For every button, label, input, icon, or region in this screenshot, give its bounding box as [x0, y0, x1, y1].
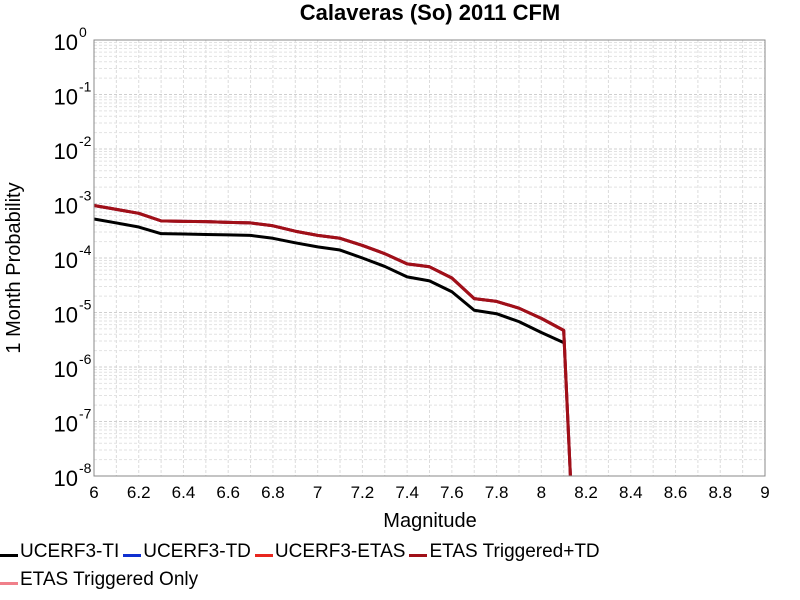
x-tick-label: 8.4 — [619, 483, 643, 502]
x-tick-label: 6.4 — [172, 483, 196, 502]
legend-label: UCERF3-TD — [143, 541, 251, 562]
y-tick-base: 10 — [54, 357, 78, 382]
x-tick-label: 7 — [313, 483, 322, 502]
y-tick-exponent: -6 — [79, 351, 92, 367]
y-tick-label: 10 0 — [54, 24, 87, 55]
x-tick-label: 7.6 — [440, 483, 464, 502]
y-tick-label: 10 -5 — [54, 297, 92, 328]
x-tick-label: 8.8 — [708, 483, 732, 502]
y-tick-base: 10 — [54, 466, 78, 491]
x-tick-label: 6.2 — [127, 483, 151, 502]
y-tick-base: 10 — [54, 139, 78, 164]
x-tick-label: 6.6 — [216, 483, 240, 502]
y-tick-exponent: 0 — [79, 24, 87, 40]
y-tick-exponent: -4 — [79, 242, 92, 258]
y-tick-label: 10 -3 — [54, 188, 92, 219]
x-tick-label: 6.8 — [261, 483, 285, 502]
y-tick-base: 10 — [54, 303, 78, 328]
y-tick-label: 10 -8 — [54, 460, 92, 491]
series-line-ucerf3-ti — [93, 217, 565, 344]
y-tick-label: 10 -4 — [54, 242, 92, 273]
y-tick-base: 10 — [54, 194, 78, 219]
series-line-etas-triggered-td — [93, 203, 572, 477]
legend-swatch — [409, 553, 428, 557]
y-tick-exponent: -2 — [79, 133, 92, 149]
plot-frame — [93, 39, 766, 477]
y-tick-base: 10 — [54, 412, 78, 437]
series-lines — [93, 203, 572, 477]
legend-label: ETAS Triggered Only — [20, 569, 199, 590]
legend-item: UCERF3-ETAS — [254, 541, 406, 563]
x-tick-label: 8.6 — [664, 483, 688, 502]
y-tick-exponent: -7 — [79, 406, 92, 422]
y-tick-label: 10 -2 — [54, 133, 92, 164]
chart-title: Calaveras (So) 2011 CFM — [300, 0, 560, 25]
legend-item: UCERF3-TD — [123, 541, 251, 563]
y-tick-exponent: -1 — [79, 79, 92, 95]
legend: UCERF3-TI UCERF3-TD UCERF3-ETAS ETAS Trigge… — [0, 538, 800, 594]
legend-swatch — [254, 553, 273, 557]
chart: Calaveras (So) 2011 CFM 6 6.2 6.4 6.6 6.8 7 7.… — [3, 0, 770, 532]
y-tick-base: 10 — [54, 248, 78, 273]
x-tick-label: 9 — [760, 483, 769, 502]
y-tick-label: 10 -7 — [54, 406, 92, 437]
x-tick-label: 7.8 — [485, 483, 509, 502]
y-tick-exponent: -8 — [79, 460, 92, 476]
y-tick-exponent: -3 — [79, 188, 92, 204]
x-tick-label: 7.2 — [351, 483, 375, 502]
x-tick-labels: 6 6.2 6.4 6.6 6.8 7 7.2 7.4 7.6 7.8 8 8.2 8.4 8.6 8.8 9 — [89, 483, 769, 502]
legend-swatch — [0, 581, 18, 585]
y-tick-base: 10 — [54, 85, 78, 110]
legend-row: ETAS Triggered Only — [0, 566, 800, 594]
y-axis-label: 1 Month Probability — [3, 182, 25, 353]
y-tick-label: 10 -6 — [54, 351, 92, 382]
y-tick-exponent: -5 — [79, 297, 92, 313]
legend-swatch — [0, 553, 18, 557]
x-tick-label: 8 — [537, 483, 546, 502]
legend-item: ETAS Triggered Only — [0, 569, 198, 591]
legend-row: UCERF3-TI UCERF3-TD UCERF3-ETAS ETAS Trigge… — [0, 538, 800, 566]
legend-label: UCERF3-ETAS — [274, 541, 406, 562]
grid — [93, 40, 766, 477]
x-tick-label: 8.2 — [574, 483, 598, 502]
legend-swatch — [123, 553, 142, 557]
legend-item: UCERF3-TI — [0, 541, 119, 563]
y-tick-label: 10 -1 — [54, 79, 92, 110]
legend-label: UCERF3-TI — [20, 541, 120, 562]
y-tick-base: 10 — [54, 30, 78, 55]
x-axis-label: Magnitude — [383, 510, 476, 532]
x-tick-label: 6 — [89, 483, 98, 502]
legend-item: ETAS Triggered+TD — [409, 541, 600, 563]
x-tick-label: 7.4 — [395, 483, 419, 502]
legend-label: ETAS Triggered+TD — [429, 541, 600, 562]
